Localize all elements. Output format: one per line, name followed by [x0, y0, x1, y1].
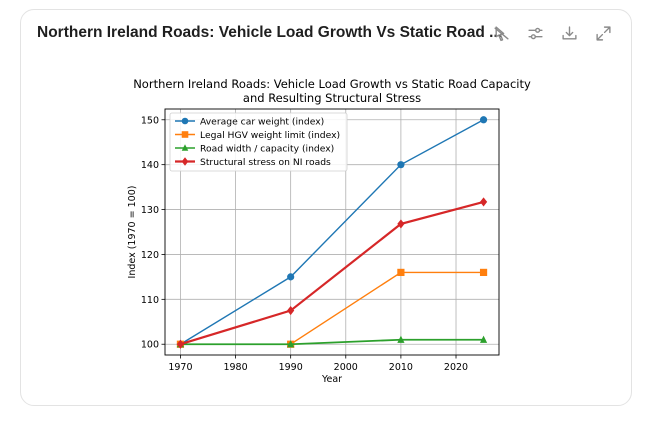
legend-label: Structural stress on NI roads: [200, 157, 331, 168]
x-tick-label: 2020: [444, 362, 468, 373]
data-point: [397, 268, 405, 277]
data-point: [397, 161, 405, 169]
expand-icon: [595, 25, 611, 41]
y-tick-label: 120: [141, 250, 159, 261]
legend-marker: [181, 131, 189, 138]
data-point: [287, 340, 295, 348]
series-line-2: [180, 271, 484, 345]
y-tick-label: 100: [141, 340, 159, 351]
y-tick-label: 130: [141, 205, 159, 216]
x-axis-label: Year: [321, 374, 342, 385]
card-title: Northern Ireland Roads: Vehicle Load Gro…: [37, 24, 503, 41]
data-point: [479, 335, 488, 343]
chart-title-line: and Resulting Structural Stress: [243, 91, 421, 105]
legend-marker: [181, 144, 189, 151]
data-point: [397, 335, 405, 343]
data-point: [287, 273, 295, 281]
y-axis-label: Index (1970 = 100): [127, 186, 138, 279]
plot-frame: [164, 108, 500, 356]
x-tick-label: 1970: [168, 362, 192, 373]
chart-card: Northern Ireland Roads: Vehicle Load Gro…: [20, 9, 632, 406]
x-tick-label: 2010: [389, 362, 413, 373]
series-line-1: [180, 119, 484, 345]
expand-button[interactable]: [593, 23, 613, 43]
x-tick-label: 2000: [334, 362, 358, 373]
legend-box: [169, 112, 348, 172]
data-point: [479, 116, 488, 124]
pin-off-icon: [493, 25, 509, 41]
data-point: [479, 197, 488, 207]
y-tick-label: 110: [141, 295, 159, 306]
legend-label: Average car weight (index): [200, 116, 324, 127]
series-line-4: [180, 200, 484, 346]
data-point: [287, 305, 295, 316]
data-point: [479, 268, 488, 277]
y-tick-label: 150: [141, 115, 159, 126]
series-line-3: [180, 338, 484, 346]
y-tick-label: 140: [141, 160, 159, 171]
data-point: [176, 339, 185, 349]
sliders-icon: [527, 27, 543, 39]
unpin-button[interactable]: [491, 23, 511, 43]
card-toolbar: [491, 23, 613, 43]
download-icon: [561, 25, 577, 40]
legend-label: Legal HGV weight limit (index): [200, 130, 340, 141]
legend-label: Road width / capacity (index): [200, 143, 334, 154]
adjust-button[interactable]: [525, 23, 545, 43]
legend-marker: [181, 157, 189, 166]
x-tick-label: 1980: [223, 362, 247, 373]
chart-title-line: Northern Ireland Roads: Vehicle Load Gro…: [133, 77, 531, 91]
download-button[interactable]: [559, 23, 579, 43]
legend-marker: [181, 117, 189, 125]
data-point: [397, 219, 405, 229]
x-tick-label: 1990: [279, 362, 303, 373]
